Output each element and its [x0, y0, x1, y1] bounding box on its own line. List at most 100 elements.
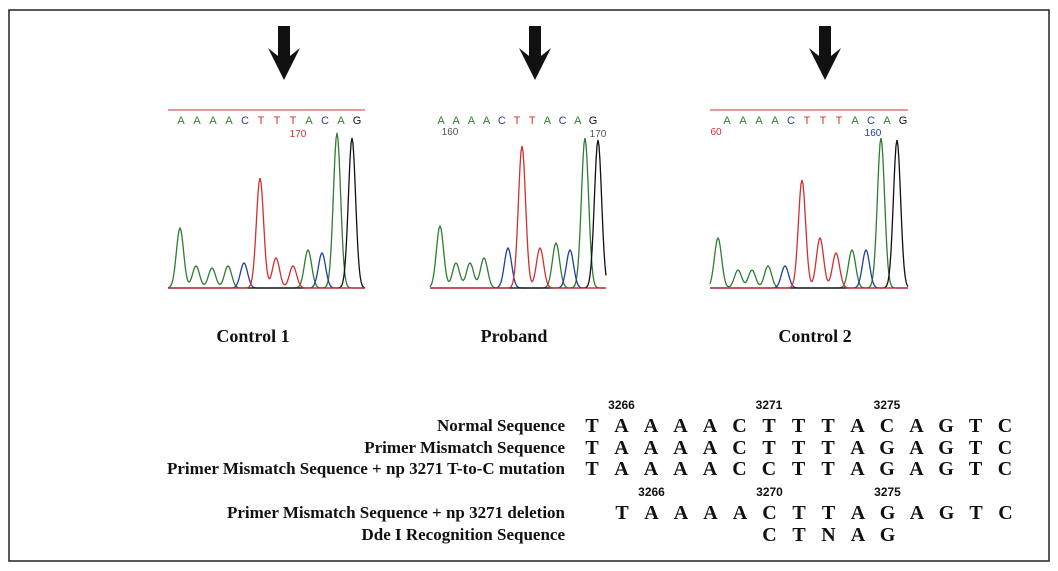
- trace: [430, 145, 606, 289]
- frame: [8, 9, 1050, 562]
- chromatogram: A A A A C T T T A C A G60 160: [709, 109, 909, 289]
- position-label: 60: [710, 127, 722, 138]
- sequence-letter: A: [673, 415, 688, 437]
- sequence-letter: A: [673, 458, 688, 480]
- sequence-letter: T: [821, 458, 835, 480]
- sequence-letter: A: [851, 502, 866, 524]
- sequence-letter: T: [762, 415, 776, 437]
- base-call: A: [851, 115, 859, 127]
- sequence-letter: C: [732, 458, 746, 480]
- sequence-letter: C: [732, 437, 746, 459]
- sequence-letter: T: [792, 415, 806, 437]
- sequence-letter: A: [909, 415, 924, 437]
- sequence-letter: A: [850, 437, 865, 459]
- sequence-label: Normal Sequence: [437, 416, 565, 435]
- base-call: G: [899, 115, 908, 127]
- sequence-letter: A: [674, 502, 689, 524]
- base-call: A: [225, 115, 233, 127]
- sequence-letter: A: [703, 458, 718, 480]
- base-call: T: [804, 115, 811, 127]
- sequence-letter: T: [822, 502, 836, 524]
- sequence-letter: A: [850, 458, 865, 480]
- sequence-letter: G: [938, 415, 954, 437]
- panel-label: Proband: [481, 326, 548, 346]
- base-call: A: [883, 115, 891, 127]
- position-label: 170: [290, 129, 307, 140]
- sequence-letter: C: [998, 502, 1012, 524]
- base-call: A: [305, 115, 313, 127]
- base-call: A: [437, 115, 445, 127]
- sequence-letter: A: [644, 437, 659, 459]
- sequence-letter: A: [614, 415, 629, 437]
- sequence-label: Primer Mismatch Sequence: [364, 438, 565, 457]
- sequence-letter: T: [969, 437, 983, 459]
- base-call: T: [274, 115, 281, 127]
- sequence-label: Primer Mismatch Sequence + np 3271 T-to-…: [167, 459, 566, 478]
- base-call: A: [755, 115, 763, 127]
- base-call: A: [739, 115, 747, 127]
- sequence-letter: T: [821, 415, 835, 437]
- sequence-letter: T: [969, 458, 983, 480]
- base-call: G: [589, 115, 598, 127]
- sequence-letter: C: [880, 415, 894, 437]
- base-call: A: [193, 115, 201, 127]
- position-number: 3275: [874, 485, 901, 499]
- base-call: C: [241, 115, 249, 127]
- sequence-letter: T: [585, 437, 599, 459]
- sequence-label: Dde I Recognition Sequence: [361, 525, 565, 544]
- sequence-letter: C: [762, 502, 776, 524]
- position-label: 160: [865, 128, 882, 139]
- base-call: A: [771, 115, 779, 127]
- sequence-letter: A: [614, 437, 629, 459]
- sequence-letter: T: [762, 437, 776, 459]
- sequence-letter: A: [733, 502, 748, 524]
- base-call: C: [559, 115, 567, 127]
- base-call: T: [290, 115, 297, 127]
- base-call: A: [483, 115, 491, 127]
- base-call: T: [258, 115, 265, 127]
- base-call: T: [514, 115, 521, 127]
- position-label: 170: [590, 129, 607, 140]
- sequence-letter: A: [850, 415, 865, 437]
- position-number: 3270: [756, 485, 783, 499]
- sequence-letter: C: [998, 437, 1012, 459]
- base-call: C: [321, 115, 329, 127]
- base-call: T: [836, 115, 843, 127]
- base-call: C: [498, 115, 506, 127]
- base-call: A: [723, 115, 731, 127]
- sequence-letter: A: [703, 502, 718, 524]
- sequence-letter: A: [644, 415, 659, 437]
- sequence-letter: C: [762, 524, 776, 546]
- trace: [710, 179, 908, 289]
- sequence-letter: G: [880, 524, 896, 546]
- sequence-letter: A: [644, 458, 659, 480]
- sequence-letter: A: [909, 437, 924, 459]
- base-call: A: [574, 115, 582, 127]
- sequence-letter: T: [792, 502, 806, 524]
- position-number: 3271: [756, 398, 783, 412]
- sequence-letter: T: [792, 437, 806, 459]
- sequence-letter: T: [821, 437, 835, 459]
- base-call: A: [177, 115, 185, 127]
- base-call: C: [867, 115, 875, 127]
- position-number: 3266: [638, 485, 665, 499]
- sequence-letter: T: [615, 502, 629, 524]
- arrow: [519, 26, 551, 80]
- sequence-letter: G: [880, 502, 896, 524]
- base-call: A: [544, 115, 552, 127]
- sequence-letter: G: [938, 437, 954, 459]
- sequence-letter: A: [703, 415, 718, 437]
- sequence-letter: A: [703, 437, 718, 459]
- sequence-letter: T: [792, 458, 806, 480]
- base-call: A: [468, 115, 476, 127]
- base-call: A: [337, 115, 345, 127]
- sequence-letter: C: [732, 415, 746, 437]
- base-call: T: [820, 115, 827, 127]
- sequence-letter: T: [969, 415, 983, 437]
- sequence-letter: A: [910, 502, 925, 524]
- panel-label: Control 1: [216, 326, 289, 346]
- arrows: [268, 26, 841, 80]
